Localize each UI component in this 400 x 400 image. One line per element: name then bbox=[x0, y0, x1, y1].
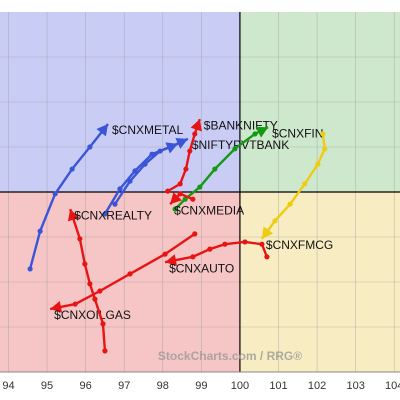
series-label: $CNXMETAL bbox=[112, 123, 183, 137]
series-label: $BANKNIFTY bbox=[204, 118, 278, 132]
trail-point bbox=[192, 231, 198, 237]
trail-point bbox=[264, 254, 270, 260]
trail-point bbox=[242, 239, 248, 245]
trails: $CNXMETAL$NIFTYPVTBANK$BANKNIFTY$CNXFIN$… bbox=[27, 118, 333, 354]
trail-point bbox=[287, 201, 293, 207]
series-label: $CNXMEDIA bbox=[174, 203, 244, 217]
watermark: StockCharts.com / RRG® bbox=[158, 349, 302, 363]
arrow-head bbox=[165, 254, 178, 266]
trail-point bbox=[102, 348, 108, 354]
series-label: $CNXREALTY bbox=[74, 208, 152, 222]
trail-point bbox=[37, 228, 43, 234]
trail-point bbox=[302, 181, 308, 187]
x-tick-label: 97 bbox=[118, 380, 130, 392]
trail-point bbox=[252, 131, 258, 137]
x-tick-label: 96 bbox=[80, 380, 92, 392]
trail-point bbox=[259, 241, 265, 247]
trail-point bbox=[177, 191, 183, 197]
arrow-head bbox=[96, 124, 109, 137]
x-tick-label: 99 bbox=[195, 380, 207, 392]
trail-point bbox=[92, 296, 98, 302]
trail-point bbox=[132, 168, 138, 174]
trail-point bbox=[212, 166, 218, 172]
trail-point bbox=[69, 166, 75, 172]
trail-point bbox=[165, 188, 171, 194]
arrow-head bbox=[261, 226, 274, 239]
arrow-head bbox=[170, 192, 183, 205]
trail-point bbox=[142, 161, 148, 167]
series-label: $CNXAUTO bbox=[169, 261, 234, 275]
trail-point bbox=[77, 236, 83, 242]
x-tick-label: 103 bbox=[346, 380, 364, 392]
trail-point bbox=[72, 301, 78, 307]
trail-point bbox=[82, 261, 88, 267]
trail-point bbox=[162, 251, 168, 257]
series-label: $CNXOILGAS bbox=[54, 308, 131, 322]
trail-point bbox=[182, 196, 188, 202]
trail-point bbox=[190, 196, 196, 202]
trail-point bbox=[222, 241, 228, 247]
trail-point bbox=[190, 254, 196, 260]
trail-point bbox=[157, 148, 163, 154]
arrow-head bbox=[255, 126, 269, 138]
trail-point bbox=[197, 184, 203, 190]
x-tick-label: 95 bbox=[41, 380, 53, 392]
arrow-head bbox=[175, 138, 188, 149]
trail-point bbox=[127, 178, 133, 184]
x-tick-label: 100 bbox=[231, 380, 249, 392]
trail-point bbox=[117, 186, 123, 192]
trail-point bbox=[52, 191, 58, 197]
trail-point bbox=[272, 218, 278, 224]
trail-point bbox=[183, 166, 189, 172]
trail-point bbox=[177, 181, 183, 187]
trail-point bbox=[192, 131, 198, 137]
trail-point bbox=[127, 271, 133, 277]
series-label: $CNXFMCG bbox=[266, 238, 333, 252]
grid: StockCharts.com / RRG® bbox=[0, 12, 400, 373]
arrow-head bbox=[67, 209, 80, 222]
x-tick-label: 104 bbox=[385, 380, 400, 392]
trail-point bbox=[187, 148, 193, 154]
x-tick-label: 94 bbox=[2, 380, 14, 392]
arrow-head bbox=[165, 142, 178, 154]
trail-point bbox=[112, 201, 118, 207]
arrow-head bbox=[50, 300, 63, 313]
arrow-head bbox=[190, 119, 202, 132]
trail-point bbox=[87, 281, 93, 287]
x-tick-label: 98 bbox=[157, 380, 169, 392]
trail-point bbox=[232, 146, 238, 152]
x-axis: 94 95 96 97 98 99 100 101 102 103 104 bbox=[2, 380, 400, 392]
series-label: $CNXFIN bbox=[272, 126, 323, 140]
trail-point bbox=[315, 161, 321, 167]
trail-point bbox=[207, 246, 213, 252]
trail-point bbox=[27, 266, 33, 272]
trail-point bbox=[100, 321, 106, 327]
trail-point bbox=[320, 131, 326, 137]
trail-point bbox=[172, 206, 178, 212]
x-tick-label: 102 bbox=[308, 380, 326, 392]
trail bbox=[49, 232, 196, 311]
trail-point bbox=[97, 288, 103, 294]
trail-point bbox=[102, 211, 108, 217]
trail bbox=[28, 123, 109, 270]
trail-point bbox=[322, 146, 328, 152]
trail-point bbox=[87, 144, 93, 150]
x-tick-label: 101 bbox=[269, 380, 287, 392]
